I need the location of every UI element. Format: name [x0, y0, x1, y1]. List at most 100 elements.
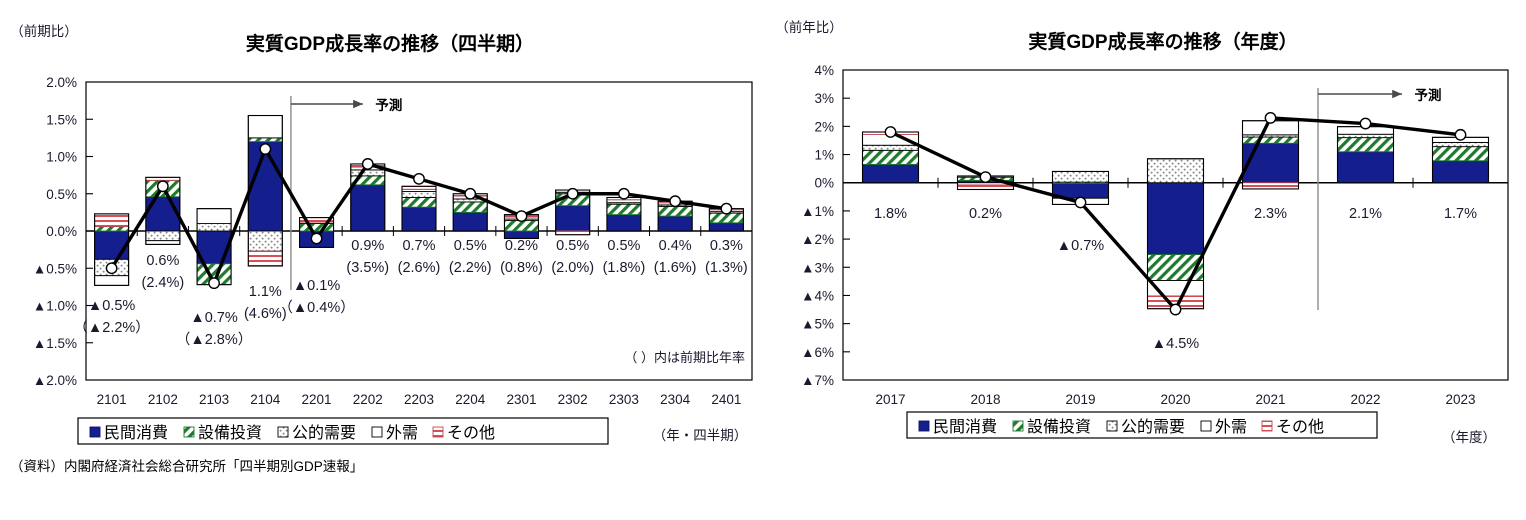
- bar-segment-consumption[interactable]: [452, 211, 488, 232]
- x-tick-label: 2102: [148, 392, 178, 407]
- line-marker[interactable]: [1454, 128, 1467, 141]
- bar-segment-consumption[interactable]: [606, 214, 642, 232]
- y-tick-label: 0.0%: [46, 224, 77, 239]
- line-marker[interactable]: [669, 195, 682, 208]
- bar-segment-capex[interactable]: [247, 137, 283, 143]
- x-tick-label: 2301: [506, 392, 536, 407]
- stacked-bar[interactable]: [1336, 126, 1395, 184]
- bar-segment-consumption[interactable]: [94, 230, 130, 260]
- value-label-main: 0.6%: [146, 253, 179, 269]
- bar-segment-other[interactable]: [957, 184, 1014, 190]
- bar-segment-external[interactable]: [247, 115, 283, 139]
- bar-segment-consumption[interactable]: [708, 222, 744, 232]
- line-marker[interactable]: [979, 171, 992, 183]
- bar-segment-other[interactable]: [1242, 182, 1299, 190]
- bar-segment-external[interactable]: [94, 275, 130, 286]
- bar-segment-consumption[interactable]: [1432, 160, 1489, 184]
- bar-segment-capex[interactable]: [401, 197, 437, 208]
- y-tick-label: ▲1.5%: [33, 336, 77, 351]
- line-marker[interactable]: [1359, 117, 1372, 130]
- bar-segment-public[interactable]: [1337, 133, 1394, 139]
- stacked-bar[interactable]: [1431, 136, 1490, 184]
- line-marker[interactable]: [566, 187, 579, 200]
- value-label-main: 1.8%: [874, 206, 907, 222]
- y-tick-label: ▲5%: [801, 317, 834, 332]
- line-marker[interactable]: [361, 158, 374, 170]
- bar-segment-consumption[interactable]: [862, 163, 919, 184]
- bar-segment-consumption[interactable]: [555, 205, 591, 232]
- bar-segment-capex[interactable]: [504, 220, 539, 232]
- bar-segment-capex[interactable]: [606, 203, 642, 216]
- line-marker[interactable]: [156, 180, 169, 193]
- value-label-main: 0.4%: [659, 238, 692, 254]
- bar-segment-public[interactable]: [862, 144, 919, 151]
- plot-frame: [842, 69, 1509, 381]
- bar-segment-consumption[interactable]: [145, 196, 181, 232]
- bar-segment-capex[interactable]: [1337, 137, 1394, 153]
- legend-swatch-consumption: [918, 420, 930, 432]
- bar-segment-public[interactable]: [401, 191, 437, 198]
- bar-segment-public[interactable]: [1052, 171, 1109, 183]
- bar-segment-external[interactable]: [145, 240, 181, 245]
- stacked-bar[interactable]: [196, 208, 232, 286]
- bar-segment-other[interactable]: [555, 230, 591, 236]
- x-tick-label: 2304: [660, 392, 691, 407]
- line-marker[interactable]: [618, 187, 630, 200]
- value-label-annualized: (2.0%): [551, 260, 594, 276]
- line-marker[interactable]: [259, 143, 272, 155]
- bar-segment-consumption[interactable]: [657, 215, 693, 232]
- line-marker[interactable]: [884, 126, 897, 138]
- line-marker[interactable]: [464, 187, 477, 200]
- x-tick-label: 2401: [711, 392, 741, 407]
- stacked-bar[interactable]: [350, 163, 386, 232]
- bar-segment-other[interactable]: [247, 250, 283, 267]
- y-tick-label: ▲4%: [801, 288, 834, 303]
- stacked-bar[interactable]: [606, 196, 642, 232]
- stacked-bar[interactable]: [94, 213, 130, 286]
- line-marker[interactable]: [310, 232, 323, 245]
- bar-segment-capex[interactable]: [657, 205, 693, 217]
- bar-segment-capex[interactable]: [1242, 136, 1299, 144]
- y-tick-label: ▲0.5%: [33, 261, 77, 276]
- legend-swatch-external: [1200, 420, 1212, 432]
- legend-swatch-external: [371, 426, 383, 438]
- bar-segment-public[interactable]: [145, 230, 181, 242]
- bar-segment-public[interactable]: [1147, 158, 1204, 184]
- x-axis-caption: （年・四半期）: [653, 428, 748, 443]
- bar-segment-external[interactable]: [196, 208, 232, 224]
- line-marker[interactable]: [1169, 303, 1182, 316]
- bar-segment-capex[interactable]: [299, 223, 334, 232]
- line-marker[interactable]: [413, 172, 425, 185]
- legend-label-public: 公的需要: [1121, 418, 1185, 436]
- stacked-bar[interactable]: [452, 193, 488, 232]
- bar-segment-public[interactable]: [247, 230, 283, 252]
- line-marker[interactable]: [720, 202, 733, 215]
- bar-segment-public[interactable]: [196, 223, 232, 232]
- bar-segment-capex[interactable]: [94, 226, 130, 232]
- line-marker[interactable]: [105, 262, 118, 275]
- bar-segment-public[interactable]: [1432, 141, 1489, 148]
- bar-segment-consumption[interactable]: [401, 206, 437, 232]
- bar-segment-capex[interactable]: [708, 212, 744, 224]
- line-marker[interactable]: [208, 277, 220, 290]
- bar-segment-other[interactable]: [94, 213, 130, 227]
- bar-segment-capex[interactable]: [452, 201, 488, 213]
- bar-segment-consumption[interactable]: [350, 184, 386, 232]
- stacked-bar[interactable]: [1241, 120, 1300, 190]
- stacked-bar[interactable]: [861, 131, 920, 184]
- bar-segment-capex[interactable]: [1432, 146, 1489, 162]
- bar-segment-consumption[interactable]: [1337, 151, 1394, 184]
- bar-segment-consumption[interactable]: [1242, 142, 1299, 184]
- bar-segment-capex[interactable]: [862, 149, 919, 165]
- line-marker[interactable]: [1074, 196, 1087, 209]
- bar-segment-public[interactable]: [350, 169, 386, 177]
- line-marker[interactable]: [515, 210, 528, 223]
- bar-segment-consumption[interactable]: [247, 141, 283, 232]
- stacked-bar[interactable]: [247, 114, 283, 267]
- quarterly-gdp-chart: 実質GDP成長率の推移（四半期） （前期比） （年・四半期） 2.0% 1.5% 1.0%…: [10, 23, 753, 445]
- bar-segment-consumption[interactable]: [1147, 182, 1204, 256]
- stacked-bar[interactable]: [401, 185, 437, 232]
- line-marker[interactable]: [1264, 112, 1277, 124]
- stacked-bar[interactable]: [1146, 158, 1205, 310]
- source-note-text: （資料）内閣府経済社会総合研究所「四半期別GDP速報」: [10, 459, 364, 474]
